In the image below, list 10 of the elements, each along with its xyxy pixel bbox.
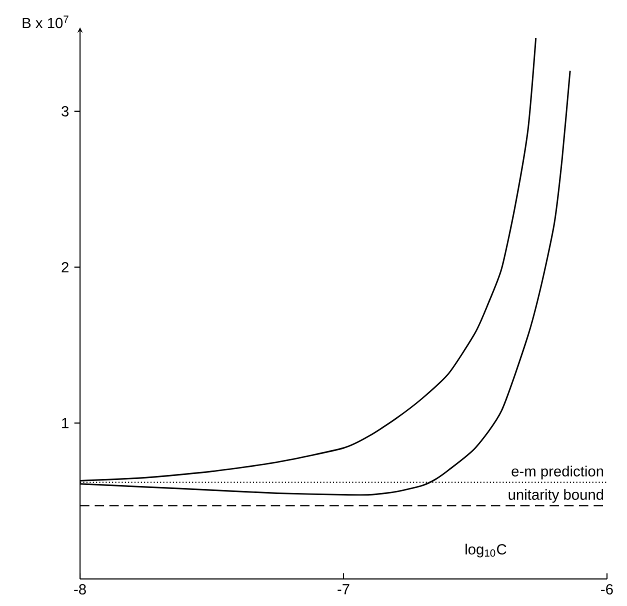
x-tick-label: -6 [601, 584, 613, 595]
y-axis-title: B x 10$^{7}$ [22, 16, 68, 28]
x-axis-title: log$_{10}$C [466, 544, 506, 558]
ref-line-label: e-m prediction [512, 466, 604, 480]
ref-line-label: unitarity bound [508, 489, 604, 503]
x-tick-label: -7 [338, 584, 350, 594]
x-tick-label: -8 [74, 584, 86, 595]
y-tick-label: 2 [62, 262, 68, 272]
y-tick-label: 3 [62, 106, 69, 117]
y-tick-label: 1 [62, 418, 68, 428]
